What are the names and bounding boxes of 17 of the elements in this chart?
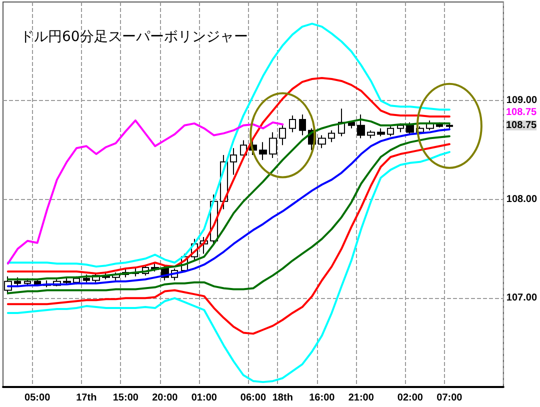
x-tick-label: 17th bbox=[76, 392, 97, 404]
x-tick-label: 05:00 bbox=[24, 392, 51, 404]
x-tick-label: 07:00 bbox=[436, 392, 463, 404]
x-tick-label: 01:00 bbox=[191, 392, 218, 404]
x-tick-label: 18th bbox=[272, 392, 293, 404]
x-tick-label: 02:00 bbox=[397, 392, 424, 404]
x-tick-label: 15:00 bbox=[112, 392, 139, 404]
text: 108.75 bbox=[506, 106, 538, 118]
y-tick-label: 108.00 bbox=[506, 194, 538, 205]
x-tick-label: 06:00 bbox=[240, 392, 266, 404]
text: ドル円60分足スーパーボリンジャー bbox=[20, 29, 248, 45]
x-tick-label: 16:00 bbox=[309, 392, 336, 404]
x-tick-label: 21:00 bbox=[348, 392, 374, 404]
y-tick-label: 109.00 bbox=[506, 95, 538, 106]
x-tick-label: 20:00 bbox=[152, 392, 178, 404]
y-tick-label: 107.00 bbox=[506, 292, 538, 304]
text: 108.75 bbox=[506, 120, 538, 131]
